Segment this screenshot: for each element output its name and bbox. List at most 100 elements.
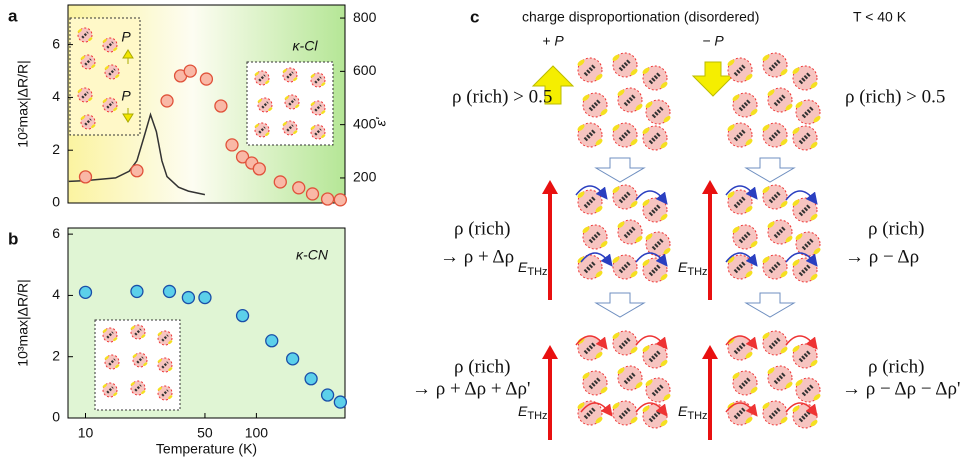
field-subscript: THz <box>527 410 547 422</box>
molecule <box>611 255 638 279</box>
molecule <box>726 190 753 214</box>
field-subscript: THz <box>527 266 547 278</box>
molecule <box>726 401 753 425</box>
data-point <box>334 396 346 408</box>
transition-arrow <box>596 293 644 317</box>
data-point <box>237 310 249 322</box>
state-text: ρ (rich) > 0.5 <box>452 86 552 107</box>
molecule <box>761 255 788 279</box>
state-text: → ρ − Δρ − Δρ' <box>842 378 960 399</box>
data-point <box>226 139 238 151</box>
molecule <box>761 123 788 147</box>
molecule <box>644 100 671 124</box>
field-arrow-head <box>542 345 558 359</box>
x-tick-label: 10 <box>78 425 94 441</box>
data-point <box>182 292 194 304</box>
molecule <box>791 344 818 368</box>
molecule <box>761 331 788 355</box>
data-point <box>79 286 91 298</box>
y2-tick-label: 200 <box>353 169 377 185</box>
molecule <box>731 93 758 117</box>
molecule <box>791 126 818 150</box>
data-point <box>161 95 173 107</box>
figure: 024620040060080010²max|ΔR/R|ε'aκ-ClPP024… <box>0 0 969 459</box>
transition-arrow <box>596 158 644 182</box>
annotation: κ-CN <box>296 247 329 263</box>
charge-flow <box>636 336 664 345</box>
data-point <box>274 176 286 188</box>
molecule <box>794 100 821 124</box>
y-tick-label: 0 <box>52 409 60 425</box>
data-point <box>199 292 211 304</box>
x-axis-label: Temperature (K) <box>156 441 257 457</box>
molecule <box>641 126 668 150</box>
data-point <box>131 165 143 177</box>
pressure-label: − P <box>702 33 724 49</box>
molecule <box>616 88 643 112</box>
state-text: ρ (rich) > 0.5 <box>845 86 945 107</box>
molecule <box>761 401 788 425</box>
molecule <box>794 378 821 402</box>
data-point <box>131 285 143 297</box>
field-label: ETHz <box>518 259 548 278</box>
data-point <box>200 73 212 85</box>
molecule <box>576 190 603 214</box>
y-tick-label: 6 <box>52 35 60 51</box>
field-label: ETHz <box>678 259 708 278</box>
molecule <box>644 378 671 402</box>
field-subscript: THz <box>687 410 707 422</box>
molecule <box>576 58 603 82</box>
molecule <box>731 371 758 395</box>
field-arrow-head <box>702 180 718 194</box>
data-point <box>334 194 346 206</box>
molecule <box>641 198 668 222</box>
molecule <box>641 66 668 90</box>
panel-label: b <box>8 229 18 248</box>
data-point <box>322 389 334 401</box>
molecule <box>611 401 638 425</box>
molecule <box>641 344 668 368</box>
diagram-title: charge disproportionation (disordered) <box>522 9 759 25</box>
annotation: κ-Cl <box>293 38 319 54</box>
data-point <box>307 188 319 200</box>
molecule <box>791 198 818 222</box>
molecule <box>731 225 758 249</box>
molecule <box>726 123 753 147</box>
y2-tick-label: 600 <box>353 62 377 78</box>
molecule <box>761 53 788 77</box>
transition-arrow <box>746 293 794 317</box>
molecule <box>576 255 603 279</box>
molecule <box>611 185 638 209</box>
state-text: ρ (rich) <box>868 218 924 239</box>
data-point <box>184 65 196 77</box>
state-text: → ρ + Δρ + Δρ' <box>412 378 530 399</box>
molecule <box>766 88 793 112</box>
data-point <box>305 373 317 385</box>
x-tick-label: 100 <box>245 425 269 441</box>
y2-tick-label: 800 <box>353 9 377 25</box>
molecule <box>576 123 603 147</box>
data-point <box>266 335 278 347</box>
pressure-arrow <box>693 62 733 96</box>
field-label: ETHz <box>678 403 708 422</box>
y2-axis-label: ε' <box>373 116 389 126</box>
molecule <box>761 185 788 209</box>
molecule <box>611 53 638 77</box>
x-tick-label: 50 <box>197 425 213 441</box>
data-point <box>287 353 299 365</box>
molecule <box>726 255 753 279</box>
condition: T < 40 K <box>853 9 907 25</box>
data-point <box>253 163 265 175</box>
charge-flow <box>786 336 814 345</box>
molecule <box>766 366 793 390</box>
state-text: → ρ + Δρ <box>440 246 514 267</box>
molecule <box>791 66 818 90</box>
y-tick-label: 4 <box>52 88 60 104</box>
molecule <box>581 93 608 117</box>
data-point <box>215 100 227 112</box>
y-axis-label: 10²max|ΔR/R| <box>15 60 31 147</box>
y-tick-label: 0 <box>52 194 60 210</box>
state-text: → ρ − Δρ <box>845 246 919 267</box>
annotation: P <box>121 29 131 45</box>
molecule <box>616 366 643 390</box>
